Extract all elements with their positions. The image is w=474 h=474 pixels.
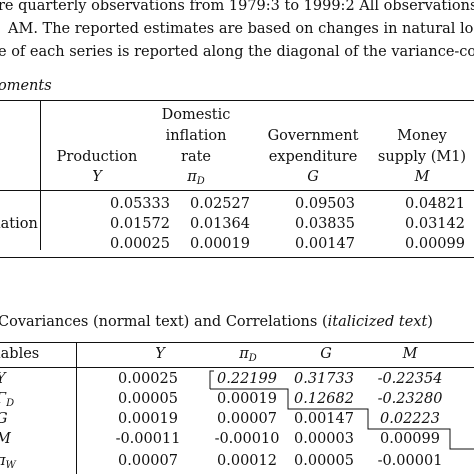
panel-a-header-rule <box>0 190 474 191</box>
header-money-1: Money <box>397 128 447 144</box>
panel-b-cell: 0.00007 <box>217 411 277 427</box>
panel-b-cell: 0.31733 <box>294 371 354 387</box>
panel-b-top-rule <box>0 342 474 343</box>
header-inflation-symbol: πD <box>187 169 205 187</box>
header-production: Production <box>56 149 138 165</box>
note-line-2: AM. The reported estimates are based on … <box>8 21 474 37</box>
panel-b-cell: 0.00005 <box>294 453 354 469</box>
panel-b-cell: -0.00010 <box>214 431 280 447</box>
header-production-symbol: Y <box>92 169 102 185</box>
header-inflation-2: inflation <box>165 128 227 144</box>
panel-b-cell: 0.00099 <box>380 431 440 447</box>
panel-a-cell: 0.03142 <box>405 216 465 232</box>
panel-a-cell: 0.01572 <box>110 216 170 232</box>
panel-b-cell: 0.00012 <box>217 453 277 469</box>
header-money-symbol: M <box>414 169 430 185</box>
panel-b-col-y: Y <box>155 346 165 362</box>
header-inflation-3: rate <box>181 149 211 165</box>
header-government-1: Government <box>267 128 359 144</box>
panel-b-col-m: M <box>402 346 418 362</box>
panel-a-cell: 0.05333 <box>110 196 170 212</box>
panel-a-divider <box>40 100 41 250</box>
panel-b-row-label: πW <box>0 453 16 471</box>
header-government-symbol: G <box>307 169 319 185</box>
panel-a-cell: 0.09503 <box>295 196 355 212</box>
panel-b-divider <box>76 342 77 474</box>
panel-b-cell: 0.00147 <box>294 411 354 427</box>
panel-b-cell: 0.00019 <box>217 391 277 407</box>
panel-b-col-pid: πD <box>239 346 257 364</box>
panel-a-cell: 0.04821 <box>405 196 465 212</box>
panel-b-cell: 0.02223 <box>380 411 440 427</box>
panel-a-cell: 0.00025 <box>110 236 170 252</box>
panel-b-cell: 0.00019 <box>118 411 178 427</box>
panel-a-bottom-rule <box>0 257 474 258</box>
panel-b-row-label: ΓD <box>0 391 15 409</box>
header-government-2: expenditure <box>268 149 358 165</box>
note-line-1: re quarterly observations from 1979:3 to… <box>0 0 474 14</box>
panel-a-cell: 0.00099 <box>405 236 465 252</box>
panel-b-row-label: G <box>0 410 8 428</box>
panel-a-cell: 0.03835 <box>295 216 355 232</box>
panel-a-cell: 0.00147 <box>295 236 355 252</box>
note-line-3: e of each series is reported along the d… <box>0 44 474 60</box>
panel-b-header-rule <box>0 367 474 368</box>
panel-b-cell: 0.00005 <box>118 391 178 407</box>
panel-b-cell: -0.00001 <box>377 453 443 469</box>
panel-a-cell: 0.01364 <box>190 216 250 232</box>
panel-b-cell: 0.22199 <box>217 371 277 387</box>
panel-b-cell: 0.00003 <box>294 431 354 447</box>
panel-b-row-label: Y <box>0 370 6 388</box>
panel-a-row-label: iation <box>0 216 38 232</box>
panel-b-cell: -0.00011 <box>115 431 181 447</box>
panel-b-cell: -0.22354 <box>377 371 443 387</box>
panel-b-cell: -0.23280 <box>377 391 443 407</box>
panel-a-top-rule <box>0 100 474 101</box>
panel-b-cell: 0.00007 <box>118 453 178 469</box>
panel-a-title: oments <box>0 78 52 94</box>
panel-b-cell: 0.00025 <box>118 371 178 387</box>
panel-b-title: Covariances (normal text) and Correlatio… <box>0 314 433 330</box>
header-inflation-1: Domestic <box>161 107 231 123</box>
panel-a-cell: 0.00019 <box>190 236 250 252</box>
header-money-2: supply (M1) <box>377 149 467 165</box>
panel-b-col-header-label: iables <box>0 346 40 362</box>
panel-b-col-g: G <box>320 346 332 362</box>
panel-b-row-label: M <box>0 430 11 448</box>
panel-b-cell: 0.12682 <box>294 391 354 407</box>
panel-a-cell: 0.02527 <box>190 196 250 212</box>
